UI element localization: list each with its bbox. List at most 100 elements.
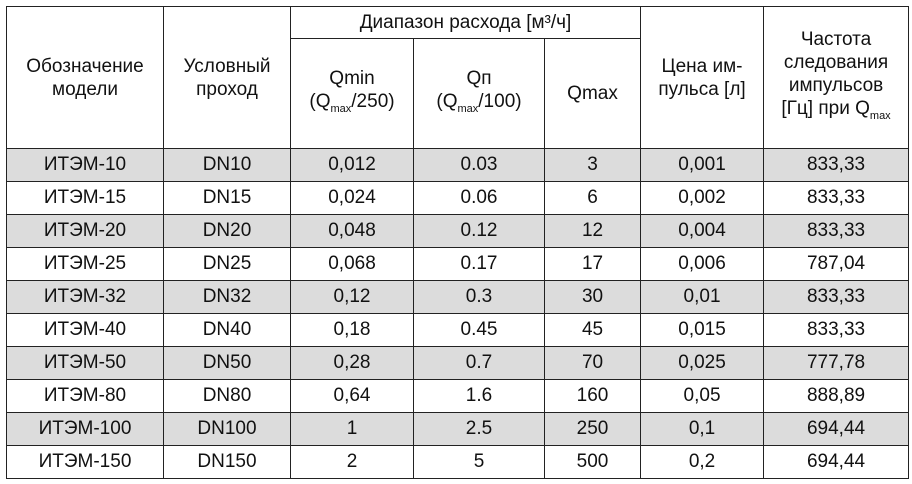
table-cell: 787,04 (763, 247, 910, 281)
table-cell: 0,12 (290, 280, 414, 314)
table-cell: 70 (543, 346, 642, 380)
table-cell: 888,89 (763, 379, 910, 413)
table-cell: ИТЭМ-15 (6, 181, 164, 215)
table-cell: 694,44 (763, 412, 910, 446)
table-cell: DN15 (163, 181, 291, 215)
table-cell: 0,05 (640, 379, 765, 413)
table-cell: DN150 (163, 445, 291, 479)
table-cell: DN10 (163, 148, 291, 182)
header-cell: Qmax (543, 38, 642, 149)
header-line: модели (52, 78, 118, 100)
table-cell: 17 (543, 247, 642, 281)
table-cell: 2.5 (413, 412, 545, 446)
header-line: Qmin (329, 67, 375, 89)
header-line: пульса [л] (658, 78, 746, 100)
table-cell: 694,44 (763, 445, 910, 479)
table-cell: 6 (543, 181, 642, 215)
table-cell: ИТЭМ-10 (6, 148, 164, 182)
table-row: ИТЭМ-100 DN100 1 2.5 250 0,1 694,44 (6, 412, 910, 446)
table-cell: 2 (290, 445, 414, 479)
table-cell: ИТЭМ-20 (6, 214, 164, 248)
table-row: ИТЭМ-25 DN25 0,068 0.17 17 0,006 787,04 (6, 247, 910, 281)
table-cell: 0,01 (640, 280, 765, 314)
header-cell: Цена им-пульса [л] (640, 6, 765, 149)
header-line: проход (196, 78, 258, 100)
table-cell: ИТЭМ-40 (6, 313, 164, 347)
table-cell: 5 (413, 445, 545, 479)
table-cell: 0,012 (290, 148, 414, 182)
table-cell: 0,002 (640, 181, 765, 215)
table-cell: 0,18 (290, 313, 414, 347)
table-cell: 45 (543, 313, 642, 347)
spec-table: Обозначение модели Условный проход Диапазо… (6, 6, 910, 479)
table-cell: 500 (543, 445, 642, 479)
table-row: ИТЭМ-40 DN40 0,18 0.45 45 0,015 833,33 (6, 313, 910, 347)
table-cell: 3 (543, 148, 642, 182)
table-cell: 0.06 (413, 181, 545, 215)
table-cell: 0,024 (290, 181, 414, 215)
header-line: Условный (183, 55, 271, 77)
table-cell: DN25 (163, 247, 291, 281)
header-text: [Гц] при Q (781, 97, 870, 119)
header-line: Обозначение (26, 55, 144, 77)
table-cell: 1 (290, 412, 414, 446)
header-line: Цена им- (661, 55, 743, 77)
table-row: ИТЭМ-50 DN50 0,28 0.7 70 0,025 777,78 (6, 346, 910, 380)
table-cell: ИТЭМ-50 (6, 346, 164, 380)
table-cell: ИТЭМ-25 (6, 247, 164, 281)
table-cell: 0,068 (290, 247, 414, 281)
table-row: ИТЭМ-10 DN10 0,012 0.03 3 0,001 833,33 (6, 148, 910, 182)
table-cell: 833,33 (763, 214, 910, 248)
header-cell: Условный проход (163, 6, 291, 149)
table-cell: 0.7 (413, 346, 545, 380)
table-cell: 0.12 (413, 214, 545, 248)
header-text: (Q (309, 90, 331, 112)
table-cell: 30 (543, 280, 642, 314)
header-cell: Обозначение модели (6, 6, 164, 149)
table-cell: 160 (543, 379, 642, 413)
table-row: ИТЭМ-80 DN80 0,64 1.6 160 0,05 888,89 (6, 379, 910, 413)
table-cell: 0.17 (413, 247, 545, 281)
table-cell: 0,2 (640, 445, 765, 479)
table-cell: 0,006 (640, 247, 765, 281)
table-cell: 0,001 (640, 148, 765, 182)
table-cell: DN32 (163, 280, 291, 314)
table-cell: ИТЭМ-80 (6, 379, 164, 413)
header-cell: Qп (Qmax/100) (413, 38, 545, 149)
table-cell: 0.45 (413, 313, 545, 347)
table-cell: 12 (543, 214, 642, 248)
table-row: ИТЭМ-15 DN15 0,024 0.06 6 0,002 833,33 (6, 181, 910, 215)
table-cell: DN80 (163, 379, 291, 413)
header-text: /100) (478, 90, 522, 112)
group-header: Диапазон расхода [м³/ч] (289, 6, 642, 39)
table-cell: 1.6 (413, 379, 545, 413)
header-cell: Частота следования импульсов [Гц] при Qmax (763, 6, 910, 149)
table-cell: 0.03 (413, 148, 545, 182)
table-cell: 0,015 (640, 313, 765, 347)
table-row: ИТЭМ-32 DN32 0,12 0.3 30 0,01 833,33 (6, 280, 910, 314)
table-cell: 777,78 (763, 346, 910, 380)
header-line: Частота (800, 28, 872, 50)
table-cell: 833,33 (763, 148, 910, 182)
table-cell: DN100 (163, 412, 291, 446)
header-line: Qп (466, 67, 492, 89)
subscript: max (330, 102, 352, 115)
table-cell: 0,64 (290, 379, 414, 413)
table-cell: ИТЭМ-150 (6, 445, 164, 479)
table-cell: 833,33 (763, 280, 910, 314)
header-line: (Qmax/250) (291, 90, 413, 121)
table-cell: 0.3 (413, 280, 545, 314)
subscript: max (457, 102, 479, 115)
header-line: импульсов (788, 74, 884, 96)
table-cell: 0,048 (290, 214, 414, 248)
table-cell: 0,025 (640, 346, 765, 380)
table-cell: 0,004 (640, 214, 765, 248)
header-text: /250) (351, 90, 395, 112)
header-line: следования (783, 51, 889, 73)
table-cell: 833,33 (763, 313, 910, 347)
table-row: ИТЭМ-20 DN20 0,048 0.12 12 0,004 833,33 (6, 214, 910, 248)
table-cell: DN50 (163, 346, 291, 380)
header-text: (Q (436, 90, 458, 112)
table-cell: ИТЭМ-100 (6, 412, 164, 446)
